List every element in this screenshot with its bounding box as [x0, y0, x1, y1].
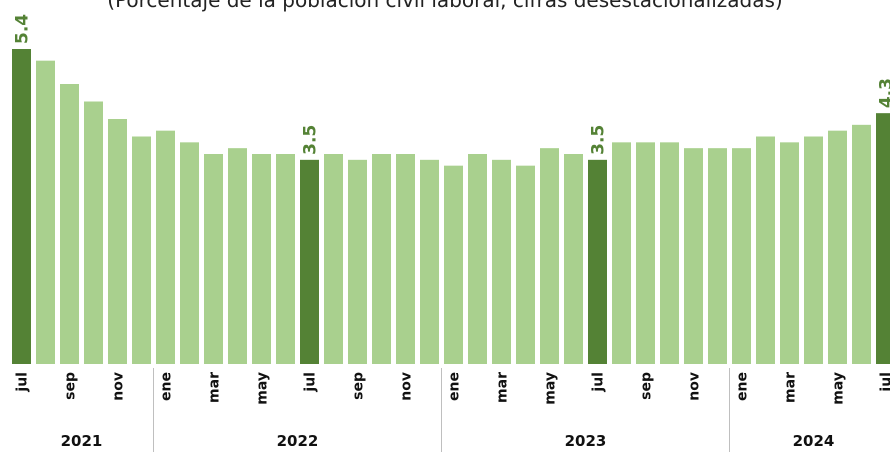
- bar: [300, 159, 319, 364]
- month-tick-label: jul: [591, 372, 607, 393]
- month-tick-label: sep: [351, 372, 367, 400]
- bar: [468, 154, 487, 364]
- data-label: 5.4: [13, 14, 33, 44]
- bar: [492, 159, 511, 364]
- month-tick-label: jul: [879, 372, 890, 393]
- bar: [180, 142, 199, 364]
- bar: [876, 113, 890, 365]
- bar: [780, 142, 799, 364]
- bar: [420, 159, 439, 364]
- bar: [156, 130, 175, 364]
- bar: [852, 124, 871, 364]
- bar: [372, 154, 391, 364]
- year-label: 2024: [793, 432, 835, 450]
- bar: [516, 165, 535, 364]
- bar: [828, 130, 847, 364]
- month-tick-label: jul: [303, 372, 319, 393]
- bar: [324, 154, 343, 364]
- year-label: 2021: [61, 432, 103, 450]
- month-tick-label: nov: [687, 372, 703, 401]
- month-tick-label: ene: [447, 372, 463, 401]
- bar: [636, 142, 655, 364]
- month-tick-label: ene: [159, 372, 175, 401]
- month-tick-label: sep: [63, 372, 79, 400]
- month-tick-label: mar: [207, 372, 223, 403]
- month-tick-label: nov: [399, 372, 415, 401]
- month-tick-label: mar: [783, 372, 799, 403]
- month-tick-label: may: [255, 372, 271, 405]
- bar: [684, 148, 703, 364]
- bar: [804, 136, 823, 364]
- month-tick-label: sep: [639, 372, 655, 400]
- bar: [12, 49, 31, 364]
- bar: [564, 154, 583, 364]
- bar: [228, 148, 247, 364]
- bar: [84, 101, 103, 364]
- month-tick-label: may: [831, 372, 847, 405]
- month-tick-label: nov: [111, 372, 127, 401]
- bar: [252, 154, 271, 364]
- bar: [588, 159, 607, 364]
- month-tick-label: may: [543, 372, 559, 405]
- month-tick-label: mar: [495, 372, 511, 403]
- bar: [660, 142, 679, 364]
- year-label: 2023: [565, 432, 607, 450]
- bar: [396, 154, 415, 364]
- bar: [612, 142, 631, 364]
- bar: [708, 148, 727, 364]
- bar: [756, 136, 775, 364]
- bar: [108, 119, 127, 364]
- data-label: 3.5: [301, 125, 321, 155]
- bar: [540, 148, 559, 364]
- bar: [348, 159, 367, 364]
- bar: [60, 84, 79, 364]
- bar: [132, 136, 151, 364]
- bar: [276, 154, 295, 364]
- month-tick-label: jul: [15, 372, 31, 393]
- year-label: 2022: [277, 432, 319, 450]
- month-tick-label: ene: [735, 372, 751, 401]
- data-label: 3.5: [589, 125, 609, 155]
- data-label: 4.3: [877, 78, 890, 108]
- bar: [444, 165, 463, 364]
- chart-subtitle: (Porcentaje de la población civil labora…: [107, 0, 783, 12]
- bar: [732, 148, 751, 364]
- bar: [36, 60, 55, 365]
- bar: [204, 154, 223, 364]
